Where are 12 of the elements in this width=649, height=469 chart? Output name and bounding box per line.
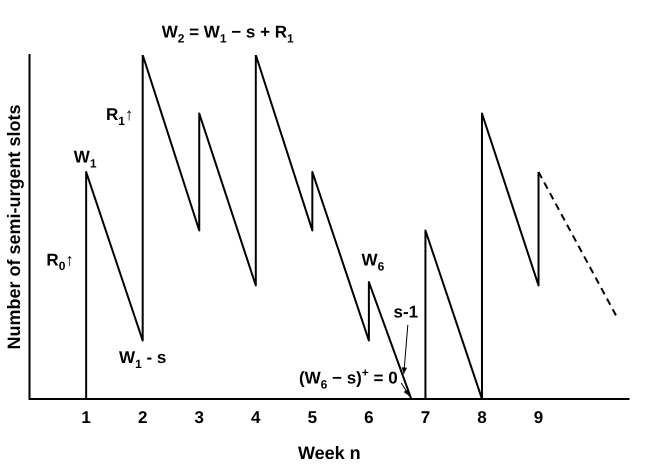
annotation: s-1 <box>394 302 418 322</box>
x-tick-label: 6 <box>364 408 374 427</box>
x-tick-label: 2 <box>138 408 148 427</box>
x-tick-label: 5 <box>308 408 318 427</box>
x-axis-title: Week n <box>298 443 361 464</box>
x-tick-label: 4 <box>251 408 262 427</box>
y-axis-title: Number of semi-urgent slots <box>4 104 24 350</box>
x-tick-label: 7 <box>420 408 430 427</box>
x-tick-label: 9 <box>534 408 544 427</box>
x-tick-label: 3 <box>194 408 204 427</box>
x-tick-label: 1 <box>81 408 91 427</box>
x-tick-label: 8 <box>477 408 487 427</box>
